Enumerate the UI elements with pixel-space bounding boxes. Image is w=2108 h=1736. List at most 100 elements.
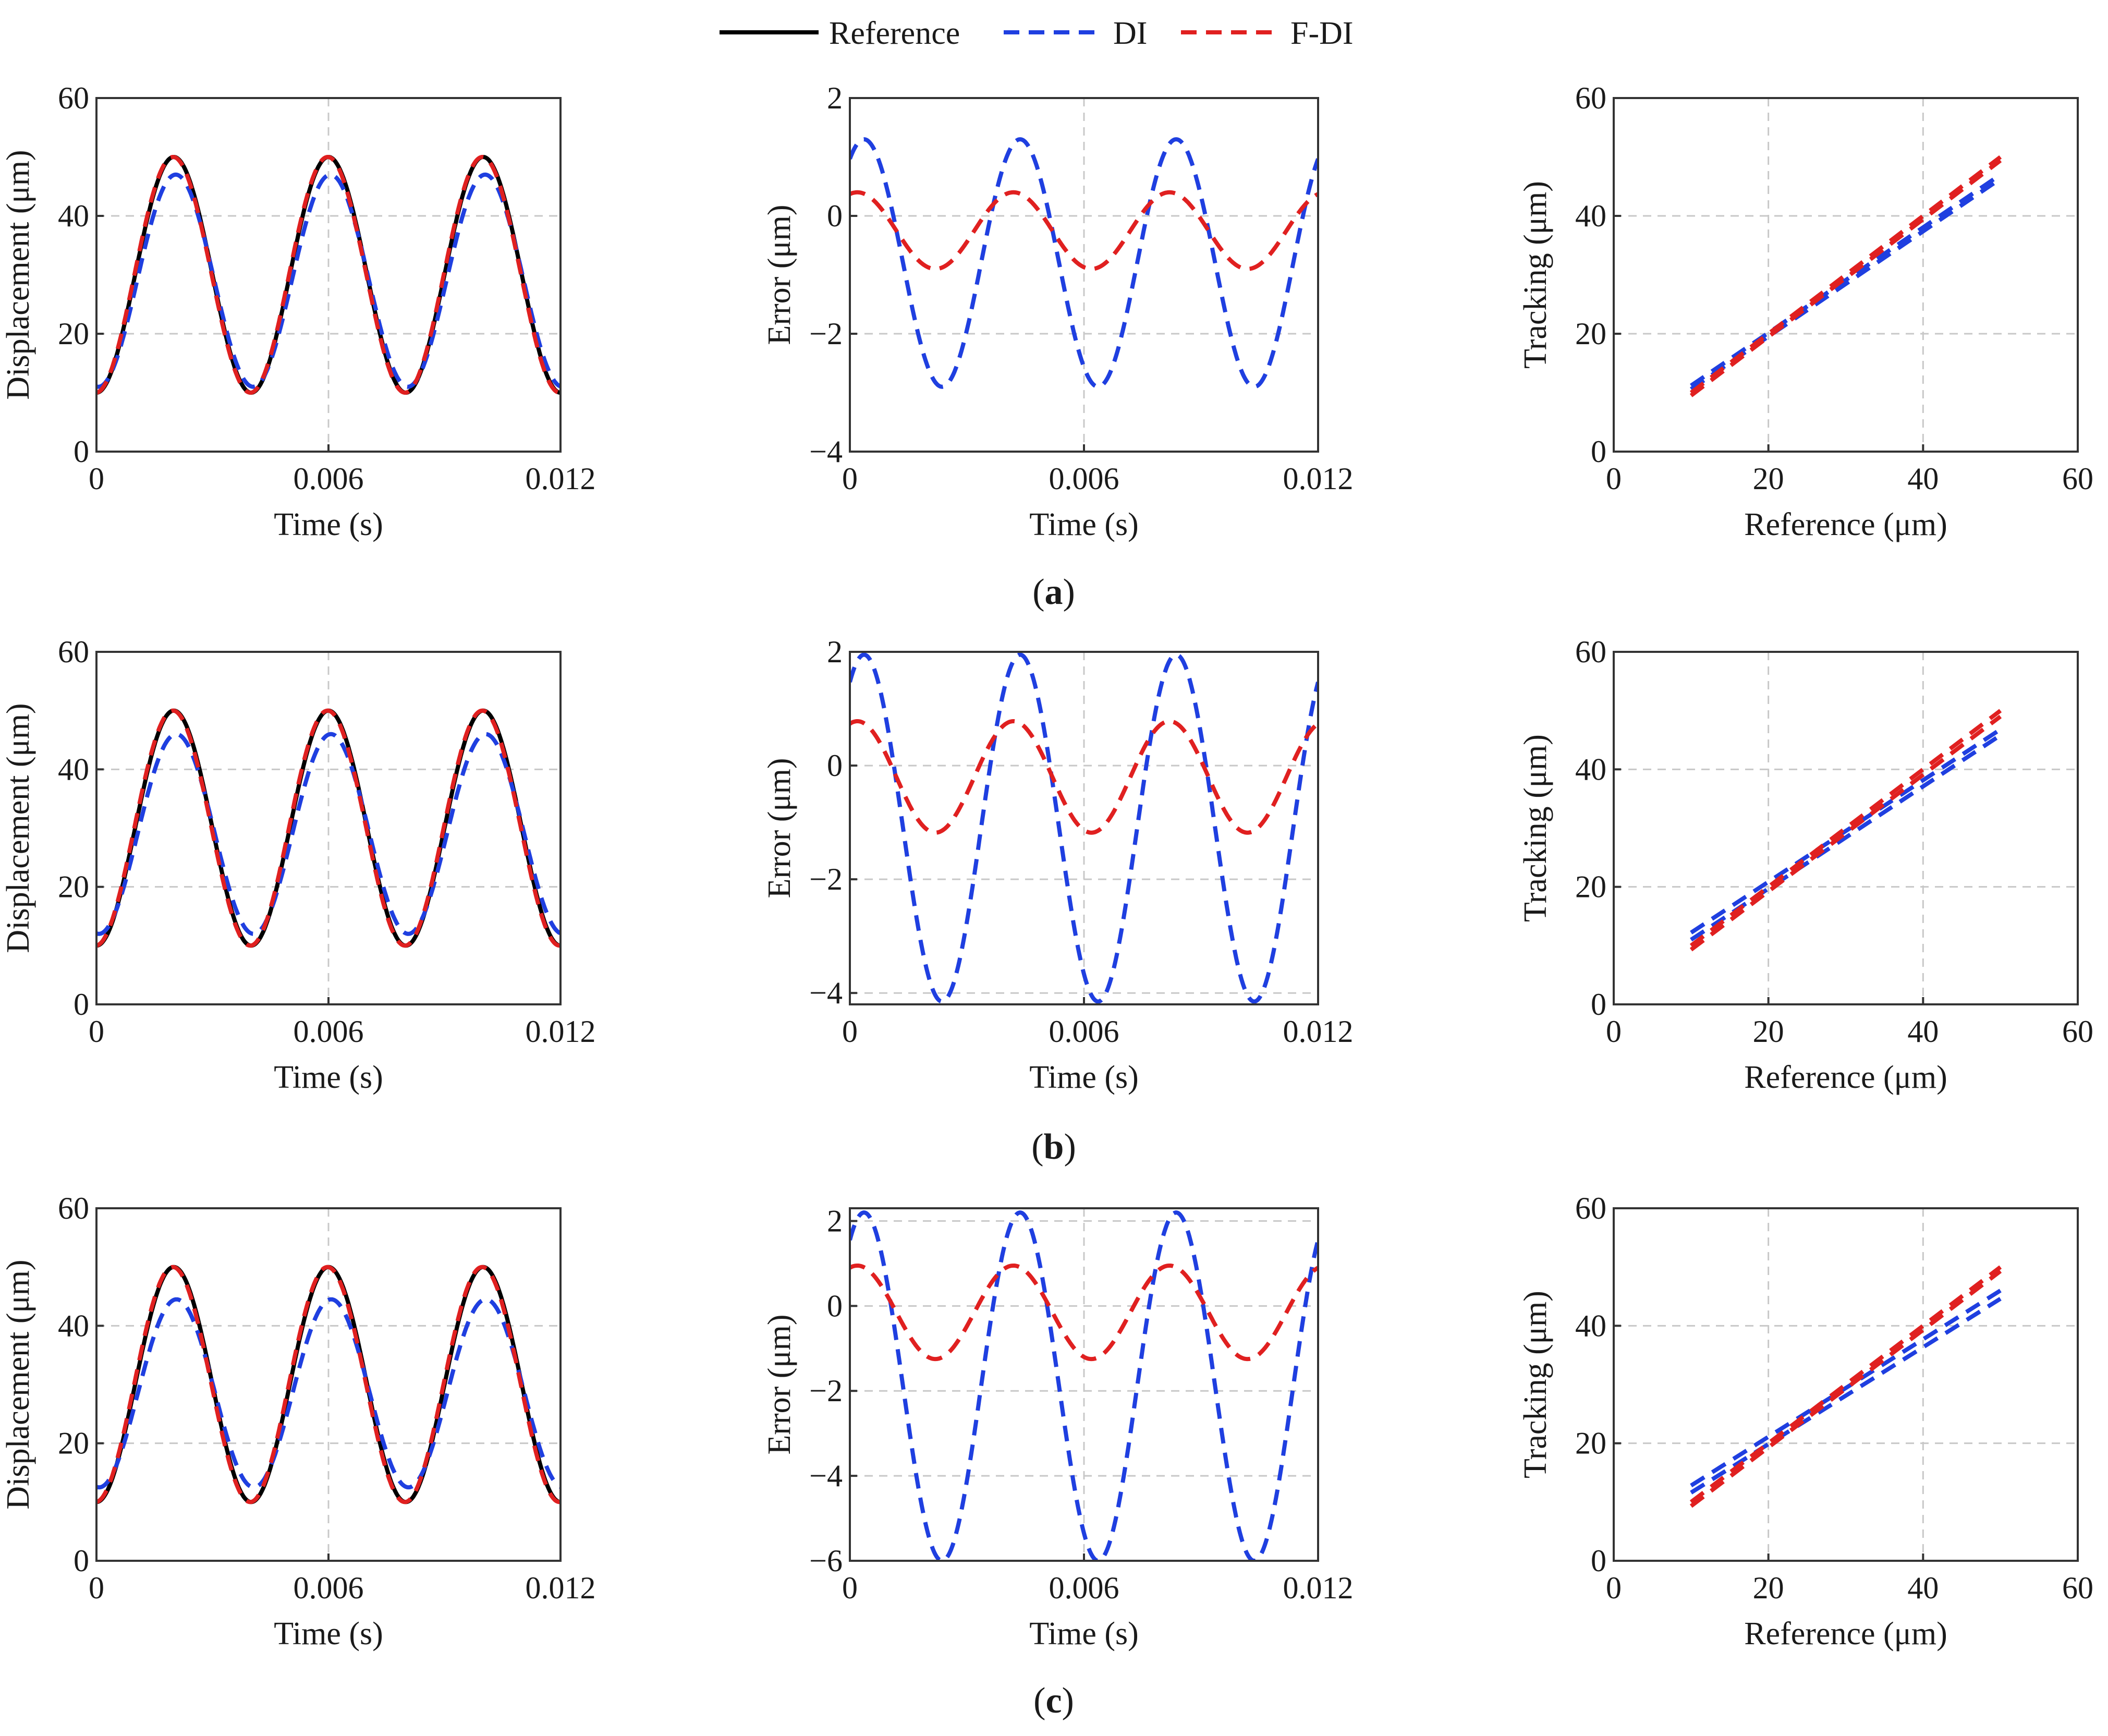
series-group bbox=[850, 1210, 1318, 1561]
x-tick-label: 0.012 bbox=[526, 1571, 596, 1605]
panel-a-err: 0 0.006 0.012 −4 −2 0 2 Time (s) Error (μm) bbox=[762, 81, 1354, 542]
series-group bbox=[96, 155, 560, 395]
y-tick-label: 60 bbox=[1575, 1191, 1606, 1225]
x-axis-label: Time (s) bbox=[274, 507, 383, 542]
x-tick-label: 60 bbox=[2062, 462, 2093, 496]
x-tick-label: 20 bbox=[1753, 1571, 1784, 1605]
x-tick-label: 0 bbox=[89, 462, 104, 496]
x-tick-label: 0.006 bbox=[1049, 462, 1119, 496]
x-tick-label: 0 bbox=[89, 1014, 104, 1049]
series-f-di bbox=[1689, 1265, 2002, 1504]
series-f-di bbox=[850, 190, 1318, 271]
series-group bbox=[850, 137, 1318, 389]
y-tick-label: 40 bbox=[58, 199, 89, 233]
y-tick-label: 20 bbox=[58, 870, 89, 904]
x-tick-label: 20 bbox=[1753, 462, 1784, 496]
series-f-di bbox=[1689, 155, 2002, 395]
x-tick-label: 60 bbox=[2062, 1014, 2093, 1049]
x-tick-label: 0.012 bbox=[1283, 462, 1354, 496]
legend-reference-label: Reference bbox=[829, 16, 960, 51]
y-tick-label: 0 bbox=[827, 748, 843, 783]
y-tick-label: −2 bbox=[809, 1374, 843, 1408]
y-tick-label: 60 bbox=[1575, 635, 1606, 669]
y-tick-label: −2 bbox=[809, 862, 843, 896]
y-tick-label: 60 bbox=[58, 81, 89, 115]
y-tick-label: 60 bbox=[58, 635, 89, 669]
x-tick-label: 0.006 bbox=[294, 462, 364, 496]
y-tick-label: 0 bbox=[1591, 1544, 1606, 1578]
series-f-di bbox=[1689, 1269, 2002, 1508]
y-axis-label: Error (μm) bbox=[762, 758, 797, 898]
series-group bbox=[96, 708, 560, 948]
y-axis-label: Tracking (μm) bbox=[1518, 181, 1553, 369]
series-di bbox=[1690, 1289, 2002, 1488]
legend-di-label: DI bbox=[1113, 16, 1147, 51]
axes-frame bbox=[1613, 651, 2079, 1005]
y-tick-label: 0 bbox=[827, 1289, 843, 1323]
x-axis-label: Reference (μm) bbox=[1744, 1060, 1947, 1095]
panel-a-disp: 0 0.006 0.012 0 20 40 60 Time (s) Displacement (… bbox=[1, 81, 596, 542]
y-tick-label: 0 bbox=[1591, 987, 1606, 1022]
x-axis-label: Reference (μm) bbox=[1744, 1616, 1947, 1652]
y-tick-label: 40 bbox=[1575, 752, 1606, 786]
y-tick-label: 60 bbox=[1575, 81, 1606, 115]
x-tick-label: 20 bbox=[1753, 1014, 1784, 1049]
panel-b-err: 0 0.006 0.012 −4 −2 0 2 Time (s) Error (μm) bbox=[762, 635, 1354, 1095]
series-di bbox=[850, 652, 1318, 1004]
x-tick-label: 0.006 bbox=[294, 1014, 364, 1049]
y-tick-label: −2 bbox=[809, 317, 843, 351]
series-f-di bbox=[1689, 709, 2002, 948]
x-tick-label: 40 bbox=[1907, 462, 1939, 496]
x-axis-label: Time (s) bbox=[1029, 507, 1139, 542]
x-tick-label: 0.012 bbox=[1283, 1571, 1354, 1605]
y-tick-label: 0 bbox=[74, 1544, 89, 1578]
series-di bbox=[96, 172, 560, 389]
y-tick-label: 0 bbox=[74, 987, 89, 1022]
series-di bbox=[1690, 1297, 2002, 1495]
y-axis-label: Error (μm) bbox=[762, 1314, 797, 1454]
x-tick-label: 40 bbox=[1907, 1571, 1939, 1605]
legend-fdi-label: F-DI bbox=[1290, 16, 1354, 51]
series-group bbox=[1689, 709, 2002, 952]
series-di bbox=[1690, 173, 2002, 387]
panel-c-track: 0 20 40 60 0 20 40 60 Reference (μm) Tracking (μm… bbox=[1518, 1191, 2093, 1652]
x-tick-label: 40 bbox=[1907, 1014, 1939, 1049]
y-tick-label: 2 bbox=[827, 1204, 843, 1238]
x-tick-label: 0 bbox=[842, 462, 858, 496]
x-tick-label: 0.006 bbox=[1049, 1014, 1119, 1049]
x-tick-label: 0 bbox=[842, 1014, 858, 1049]
y-tick-label: 20 bbox=[1575, 317, 1606, 351]
series-f-di bbox=[96, 155, 560, 395]
y-tick-label: 2 bbox=[827, 81, 843, 115]
y-tick-label: 20 bbox=[1575, 870, 1606, 904]
y-tick-label: 20 bbox=[58, 317, 89, 351]
panel-c-disp: 0 0.006 0.012 0 20 40 60 Time (s) Displacement (… bbox=[1, 1191, 596, 1652]
y-axis-label: Displacement (μm) bbox=[1, 150, 36, 399]
series-f-di bbox=[96, 708, 560, 948]
x-tick-label: 60 bbox=[2062, 1571, 2093, 1605]
legend: Reference DI F-DI bbox=[720, 16, 1354, 51]
x-axis-label: Time (s) bbox=[274, 1060, 383, 1095]
y-tick-label: −4 bbox=[809, 976, 843, 1010]
y-tick-label: 2 bbox=[827, 635, 843, 669]
x-axis-label: Time (s) bbox=[1029, 1616, 1139, 1652]
y-tick-label: −4 bbox=[809, 1459, 843, 1493]
x-tick-label: 0.012 bbox=[1283, 1014, 1354, 1049]
x-tick-label: 0 bbox=[842, 1571, 858, 1605]
caption-c: (c) bbox=[1033, 1681, 1074, 1721]
y-tick-label: 0 bbox=[1591, 434, 1606, 469]
y-axis-label: Displacement (μm) bbox=[1, 1259, 36, 1509]
y-tick-label: 0 bbox=[827, 199, 843, 233]
x-tick-label: 0 bbox=[1606, 1571, 1622, 1605]
axes-frame bbox=[1613, 97, 2079, 453]
x-axis-label: Time (s) bbox=[1029, 1060, 1139, 1095]
x-tick-label: 0.012 bbox=[526, 462, 596, 496]
y-axis-label: Tracking (μm) bbox=[1518, 734, 1553, 922]
caption-b: (b) bbox=[1031, 1127, 1076, 1167]
y-tick-label: 20 bbox=[58, 1426, 89, 1461]
x-axis-label: Reference (μm) bbox=[1744, 507, 1947, 542]
y-tick-label: 40 bbox=[1575, 199, 1606, 233]
x-tick-label: 0 bbox=[1606, 462, 1622, 496]
series-f-di bbox=[850, 1264, 1318, 1362]
